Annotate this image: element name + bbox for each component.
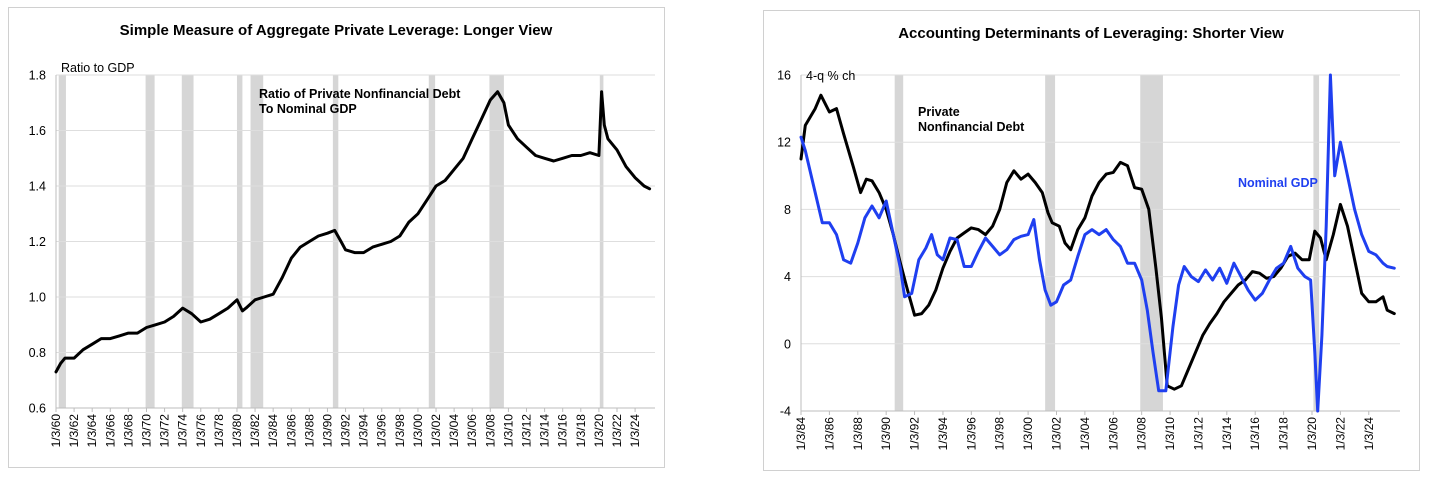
- determinants-chart: -4 0 4 8 12 16 1/3/84 1/3/86 1/3/88 1/3/90 1/3/92 1…: [777, 25, 1400, 451]
- x-tick-label: 1/3/80: [230, 414, 244, 448]
- recession-band: [1045, 75, 1056, 411]
- x-tick-label: 1/3/92: [339, 414, 353, 448]
- series-line: [799, 73, 1396, 413]
- x-tick-label: 1/3/02: [429, 414, 443, 448]
- recession-band: [1313, 75, 1320, 411]
- x-tick-label: 1/3/92: [908, 417, 922, 451]
- x-tick-label: 1/3/20: [592, 414, 606, 448]
- y-tick-label: 1.2: [29, 235, 46, 249]
- x-tick-label: 1/3/24: [628, 414, 642, 448]
- y-tick-label: 1.8: [29, 69, 46, 83]
- leverage-chart: 0.6 0.8 1.0 1.2 1.4 1.6 1.8 1/3/60 1/3/62 1/3/64 1…: [29, 22, 655, 448]
- x-tick-label: 1/3/78: [212, 414, 226, 448]
- y-tick-label: 1.4: [29, 180, 46, 194]
- x-tick-label: 1/3/96: [964, 417, 978, 451]
- x-tick-label: 1/3/82: [248, 414, 262, 448]
- series-annotation-line1: Ratio of Private Nonfinancial Debt: [259, 87, 461, 101]
- x-tick-label: 1/3/94: [357, 414, 371, 448]
- x-tick-label: 1/3/86: [822, 417, 836, 451]
- chart-title: Simple Measure of Aggregate Private Leve…: [120, 22, 553, 39]
- chart-panel-leverage: 0.6 0.8 1.0 1.2 1.4 1.6 1.8 1/3/60 1/3/62 1/3/64 1…: [8, 7, 665, 468]
- x-tick-label: 1/3/84: [794, 417, 808, 451]
- y-tick-label: 16: [777, 69, 791, 83]
- x-tick-label: 1/3/68: [121, 414, 135, 448]
- x-tick-label: 1/3/62: [67, 414, 81, 448]
- x-tick-label: 1/3/76: [194, 414, 208, 448]
- plot-layer: -4 0 4 8 12 16 1/3/84 1/3/86 1/3/88 1/3/90 1/3/92 1…: [777, 69, 1400, 451]
- debt-annotation-line2: Nonfinancial Debt: [918, 120, 1025, 134]
- x-tick-label: 1/3/66: [103, 414, 117, 448]
- x-tick-label: 1/3/96: [375, 414, 389, 448]
- y-tick-label: 1.0: [29, 291, 46, 305]
- x-tick-label: 1/3/18: [1277, 417, 1291, 451]
- x-tick-label: 1/3/98: [993, 417, 1007, 451]
- x-tick-label: 1/3/74: [176, 414, 190, 448]
- gdp-annotation: Nominal GDP: [1238, 176, 1318, 190]
- y-tick-label: 0.8: [29, 346, 46, 360]
- x-tick-label: 1/3/12: [1191, 417, 1205, 451]
- x-tick-label: 1/3/10: [501, 414, 515, 448]
- x-tick-label: 1/3/88: [851, 417, 865, 451]
- y-tick-label: 0: [784, 337, 791, 351]
- y-axis-label: Ratio to GDP: [61, 61, 135, 75]
- y-tick-label: 1.6: [29, 124, 46, 138]
- x-tick-label: 1/3/14: [1220, 417, 1234, 451]
- x-tick-label: 1/3/60: [49, 414, 63, 448]
- recession-band: [894, 75, 904, 411]
- y-tick-label: 8: [784, 203, 791, 217]
- y-tick-label: -4: [780, 405, 791, 419]
- y-tick-label: 4: [784, 270, 791, 284]
- x-tick-label: 1/3/20: [1305, 417, 1319, 451]
- chart-panel-determinants: -4 0 4 8 12 16 1/3/84 1/3/86 1/3/88 1/3/90 1/3/92 1…: [763, 10, 1420, 471]
- x-tick-label: 1/3/98: [393, 414, 407, 448]
- y-tick-label: 12: [777, 136, 791, 150]
- x-tick-label: 1/3/94: [936, 417, 950, 451]
- x-tick-label: 1/3/12: [520, 414, 534, 448]
- debt-annotation-line1: Private: [918, 105, 960, 119]
- x-tick-label: 1/3/08: [483, 414, 497, 448]
- plot-layer: 0.6 0.8 1.0 1.2 1.4 1.6 1.8 1/3/60 1/3/62 1/3/64 1…: [29, 69, 655, 448]
- x-tick-label: 1/3/04: [447, 414, 461, 448]
- x-tick-label: 1/3/88: [302, 414, 316, 448]
- x-tick-label: 1/3/24: [1362, 417, 1376, 451]
- x-tick-label: 1/3/00: [411, 414, 425, 448]
- series-line: [799, 93, 1396, 391]
- x-tick-label: 1/3/90: [320, 414, 334, 448]
- y-tick-label: 0.6: [29, 402, 46, 416]
- y-axis-label: 4-q % ch: [806, 69, 855, 83]
- x-tick-label: 1/3/00: [1021, 417, 1035, 451]
- x-tick-label: 1/3/64: [85, 414, 99, 448]
- x-tick-label: 1/3/70: [139, 414, 153, 448]
- x-tick-label: 1/3/08: [1135, 417, 1149, 451]
- x-tick-label: 1/3/22: [610, 414, 624, 448]
- x-tick-label: 1/3/10: [1163, 417, 1177, 451]
- x-tick-label: 1/3/16: [556, 414, 570, 448]
- x-tick-label: 1/3/72: [158, 414, 172, 448]
- x-tick-label: 1/3/06: [1106, 417, 1120, 451]
- x-tick-label: 1/3/22: [1333, 417, 1347, 451]
- series-line: [54, 90, 652, 374]
- x-tick-label: 1/3/06: [465, 414, 479, 448]
- x-tick-label: 1/3/02: [1049, 417, 1063, 451]
- chart-title: Accounting Determinants of Leveraging: S…: [898, 25, 1284, 42]
- x-tick-label: 1/3/14: [538, 414, 552, 448]
- x-tick-label: 1/3/84: [266, 414, 280, 448]
- x-tick-label: 1/3/16: [1248, 417, 1262, 451]
- x-tick-label: 1/3/90: [879, 417, 893, 451]
- x-tick-label: 1/3/86: [284, 414, 298, 448]
- x-tick-label: 1/3/04: [1078, 417, 1092, 451]
- x-tick-label: 1/3/18: [574, 414, 588, 448]
- series-annotation-line2: To Nominal GDP: [259, 102, 357, 116]
